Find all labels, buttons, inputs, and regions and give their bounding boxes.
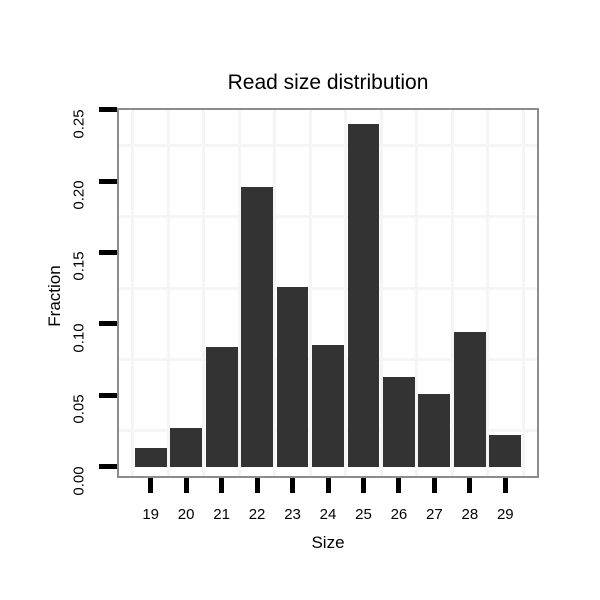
minor-gridline-vertical (521, 108, 525, 478)
x-tick-label-20: 20 (177, 506, 195, 523)
x-tick-label-27: 27 (426, 506, 443, 523)
bar-29 (489, 435, 522, 467)
x-tick-27 (431, 478, 437, 493)
minor-gridline-vertical (273, 108, 277, 478)
x-tick-28 (467, 478, 473, 493)
y-axis-title: Fraction (45, 265, 64, 327)
minor-gridline-vertical (486, 108, 490, 478)
x-tick-25 (360, 478, 366, 493)
y-tick-label-0.05: 0.05 (70, 394, 88, 424)
y-tick-label-0.15: 0.15 (70, 251, 88, 282)
x-tick-label-24: 24 (319, 506, 337, 523)
x-tick-label-19: 19 (142, 506, 160, 523)
x-tick-label-28: 28 (461, 506, 479, 523)
bar-22 (241, 186, 274, 467)
x-tick-26 (396, 478, 402, 493)
y-tick-0.10 (99, 321, 117, 327)
minor-gridline-vertical (450, 108, 454, 478)
x-tick-23 (290, 478, 296, 493)
bar-24 (312, 345, 344, 467)
minor-gridline-vertical (166, 108, 170, 478)
x-tick-label-26: 26 (390, 506, 408, 523)
bar-28 (453, 332, 486, 467)
minor-gridline-vertical (131, 108, 135, 478)
minor-gridline-vertical (344, 108, 348, 478)
bar-23 (276, 286, 309, 467)
minor-gridline-vertical (415, 108, 419, 478)
x-tick-label-23: 23 (284, 506, 301, 523)
bar-20 (170, 428, 203, 467)
bar-26 (382, 376, 415, 467)
y-tick-label-0.25: 0.25 (70, 109, 88, 139)
y-tick-label-0.20: 0.20 (70, 180, 88, 210)
y-tick-label-0.10: 0.10 (70, 323, 88, 353)
x-tick-22 (254, 478, 260, 493)
bar-19 (134, 448, 167, 467)
x-tick-label-25: 25 (355, 506, 372, 523)
y-tick-0.20 (99, 178, 117, 184)
bar-27 (418, 393, 451, 467)
y-tick-0.15 (99, 249, 117, 255)
x-tick-24 (325, 478, 331, 493)
y-tick-0.25 (99, 107, 117, 113)
chart-title: Read size distribution (227, 71, 429, 94)
x-tick-20 (183, 478, 189, 493)
x-tick-21 (219, 478, 225, 493)
x-tick-label-21: 21 (213, 506, 230, 523)
bar-21 (205, 346, 238, 467)
y-tick-label-0.00: 0.00 (70, 465, 88, 496)
minor-gridline-vertical (237, 108, 241, 478)
x-tick-label-29: 29 (496, 506, 514, 523)
minor-gridline-vertical (202, 108, 206, 478)
y-tick-0.00 (99, 464, 117, 470)
x-tick-label-22: 22 (248, 506, 266, 523)
minor-gridline-horizontal (117, 286, 539, 290)
minor-gridline-vertical (379, 108, 383, 478)
minor-gridline-horizontal (117, 143, 539, 147)
minor-gridline-horizontal (117, 215, 539, 219)
x-axis-title: Size (311, 533, 345, 552)
x-tick-19 (148, 478, 154, 493)
bar-25 (347, 123, 380, 467)
y-tick-0.05 (99, 392, 117, 398)
minor-gridline-vertical (308, 108, 312, 478)
x-tick-29 (502, 478, 508, 493)
